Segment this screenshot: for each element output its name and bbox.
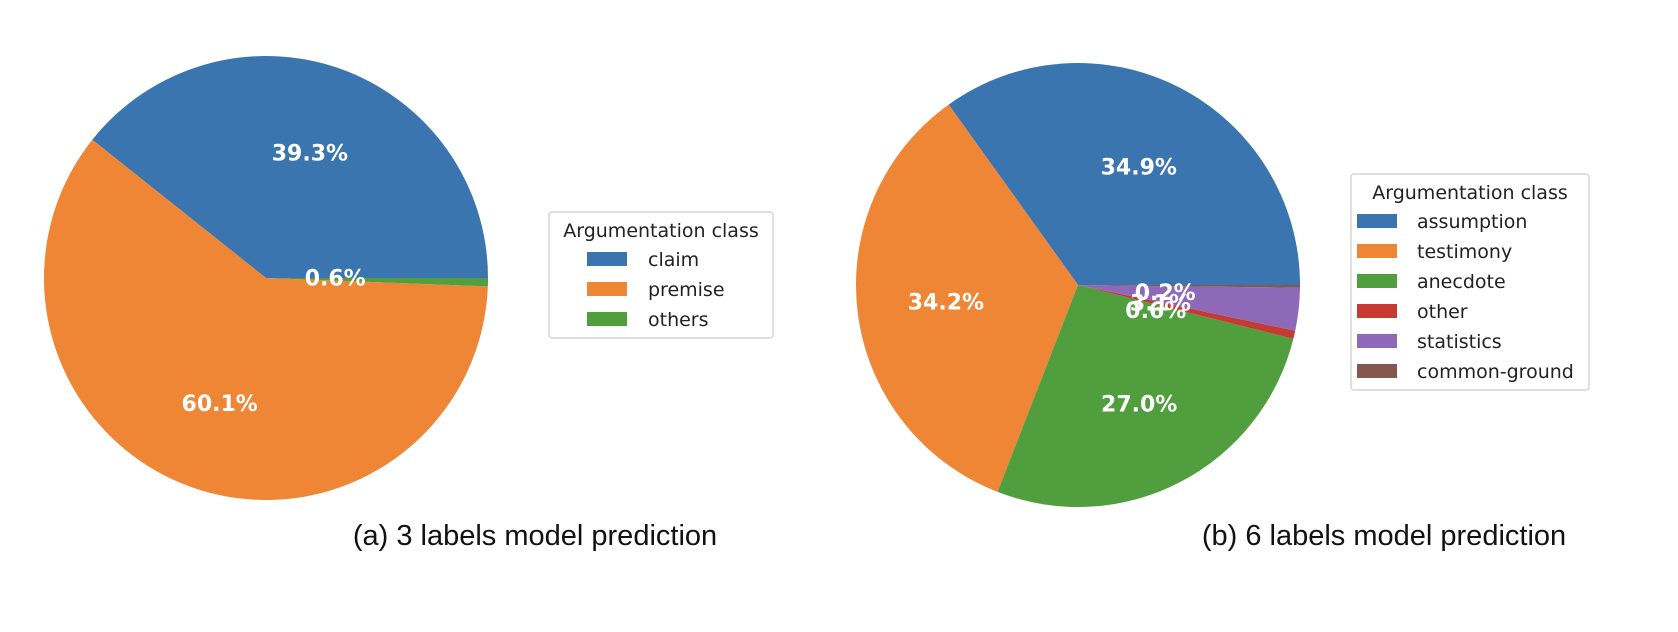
- pie-b-slice-anecdote: [997, 285, 1294, 508]
- legend-b-entry-testimony: testimony: [1357, 241, 1512, 263]
- legend-b-swatch-common-ground: [1357, 364, 1397, 378]
- legend-b-entry-anecdote: anecdote: [1357, 271, 1506, 293]
- legend-b-label-testimony: testimony: [1417, 241, 1512, 263]
- legend-a-label-claim: claim: [648, 249, 699, 271]
- legend-b-swatch-assumption: [1357, 214, 1397, 228]
- pie-b-slices: [855, 62, 1300, 508]
- legend-a-label-premise: premise: [648, 279, 725, 301]
- pie-a-slices: [43, 55, 488, 501]
- caption-a: (a) 3 labels model prediction: [353, 520, 717, 552]
- pie-a-slice-others: [266, 278, 488, 287]
- pie-b-slice-common-ground: [1078, 285, 1300, 288]
- pie-b-pct-label-assumption: 34.9%: [1101, 156, 1177, 181]
- pie-a-pct-label-premise: 60.1%: [182, 392, 258, 417]
- pie-b-pct-label-other: 0.6%: [1125, 299, 1186, 324]
- pie-a-labels: 39.3% 60.1% 0.6%: [182, 141, 366, 417]
- legend-a-entry-claim: claim: [587, 249, 699, 271]
- legend-a-frame: [548, 211, 774, 339]
- legend-b: Argumentation class assumption testimony…: [1350, 173, 1590, 391]
- legend-b-entry-other: other: [1357, 301, 1468, 323]
- legend-b-entry-assumption: assumption: [1357, 211, 1527, 233]
- legend-b-label-common-ground: common-ground: [1417, 361, 1574, 383]
- legend-b-label-statistics: statistics: [1417, 331, 1502, 353]
- legend-b-label-other: other: [1417, 301, 1468, 323]
- legend-a-swatch-premise: [587, 282, 627, 296]
- legend-a: Argumentation class claim premise others: [548, 211, 774, 339]
- pie-b-slice-assumption: [948, 62, 1300, 286]
- legend-a-swatch-others: [587, 312, 627, 326]
- pie-a-pct-label-claim: 39.3%: [272, 141, 348, 166]
- legend-b-frame: [1350, 173, 1590, 391]
- legend-b-entry-common-ground: common-ground: [1357, 361, 1574, 383]
- legend-b-swatch-statistics: [1357, 334, 1397, 348]
- pie-b-pct-label-statistics: 3.1%: [1130, 292, 1191, 317]
- pie-b-slice-other: [1078, 285, 1296, 339]
- legend-a-label-others: others: [648, 309, 709, 331]
- legend-b-title: Argumentation class: [1372, 182, 1568, 204]
- pie-b-slice-statistics: [1078, 285, 1300, 331]
- caption-b: (b) 6 labels model prediction: [1202, 520, 1566, 552]
- pie-a-slice-claim: [92, 55, 488, 278]
- legend-b-swatch-anecdote: [1357, 274, 1397, 288]
- legend-b-swatch-testimony: [1357, 244, 1397, 258]
- legend-b-label-anecdote: anecdote: [1417, 271, 1506, 293]
- pie-b-pct-label-testimony: 34.2%: [908, 291, 984, 316]
- legend-a-swatch-claim: [587, 252, 627, 266]
- pie-b-slice-testimony: [855, 104, 1078, 492]
- legend-b-entry-statistics: statistics: [1357, 331, 1502, 353]
- pie-a-slice-premise: [43, 139, 488, 501]
- pie-b-labels: 34.9% 34.2% 27.0% 0.6%3.1%0.2%: [908, 156, 1196, 418]
- legend-a-entry-others: others: [587, 309, 709, 331]
- legend-a-title: Argumentation class: [563, 220, 759, 242]
- legend-a-entry-premise: premise: [587, 279, 725, 301]
- pie-chart-a: 39.3% 60.1% 0.6%: [43, 55, 488, 501]
- legend-b-label-assumption: assumption: [1417, 211, 1527, 233]
- pie-b-pct-label-anecdote: 27.0%: [1101, 392, 1177, 417]
- pie-chart-b: 34.9% 34.2% 27.0% 0.6%3.1%0.2%: [855, 62, 1300, 508]
- pie-a-pct-label-others: 0.6%: [305, 267, 366, 292]
- legend-b-swatch-other: [1357, 304, 1397, 318]
- pie-b-pct-label-common-ground: 0.2%: [1135, 281, 1196, 306]
